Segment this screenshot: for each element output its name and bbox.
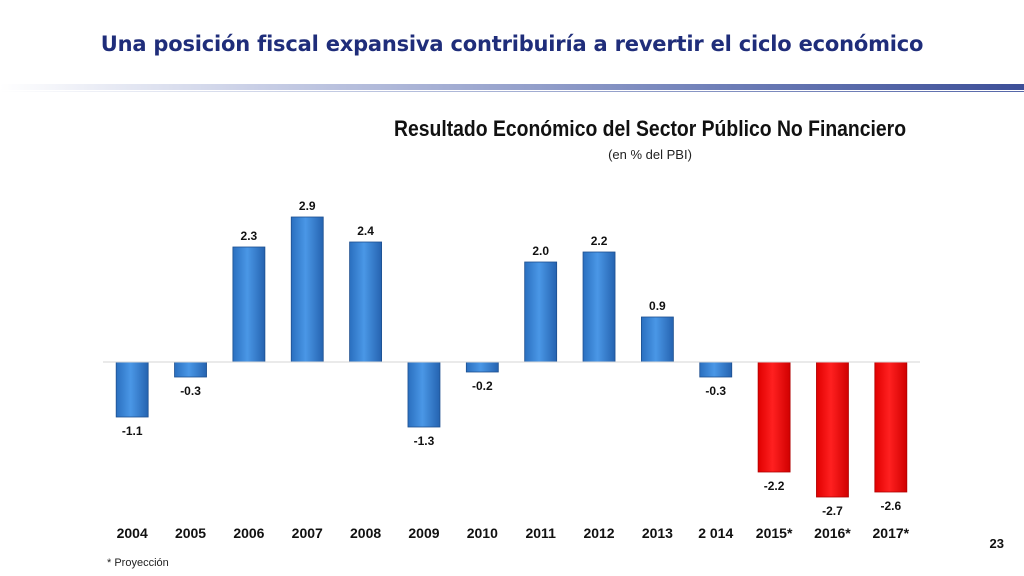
x-tick-label: 2008	[350, 525, 381, 541]
x-tick-label: 2005	[175, 525, 206, 541]
data-label: -2.6	[880, 499, 901, 513]
x-tick-label: 2004	[117, 525, 148, 541]
bar-2011	[524, 261, 558, 363]
chart-title: Resultado Económico del Sector Público N…	[393, 116, 907, 141]
x-tick-label: 2009	[408, 525, 439, 541]
footnote: * Proyección	[107, 557, 169, 569]
data-label: -2.2	[764, 479, 785, 493]
bar-2009	[407, 361, 441, 428]
data-label: 2.9	[299, 199, 316, 213]
data-label: -0.3	[180, 384, 201, 398]
bar-2016	[816, 361, 849, 498]
bar-2014	[699, 361, 733, 378]
bar-2008	[349, 241, 383, 363]
bar-2015	[757, 361, 791, 473]
data-label: -0.2	[472, 379, 493, 393]
data-label: 2.4	[357, 224, 374, 238]
x-tick-label: 2010	[467, 525, 498, 541]
data-label: 2.2	[591, 234, 608, 248]
data-label: -2.7	[822, 504, 843, 518]
x-tick-label: 2013	[642, 525, 673, 541]
title-divider	[0, 84, 1024, 90]
x-tick-label: 2016*	[814, 525, 851, 541]
x-tick-label: 2011	[525, 525, 556, 541]
data-label: 2.0	[532, 244, 549, 258]
bar-2007	[290, 216, 324, 363]
x-tick-label: 2012	[583, 525, 614, 541]
x-tick-label: 2017*	[873, 525, 910, 541]
x-tick-label: 2007	[292, 525, 323, 541]
page-number: 23	[989, 536, 1004, 551]
chart-subtitle: (en % del PBI)	[608, 147, 692, 162]
data-label: -1.3	[414, 434, 435, 448]
bar-2006	[232, 246, 266, 363]
x-tick-label: 2015*	[756, 525, 793, 541]
data-label: 2.3	[241, 229, 258, 243]
title-divider-thin	[0, 91, 1024, 92]
bar-2004	[115, 361, 149, 418]
x-tick-label: 2 014	[698, 525, 733, 541]
data-label: -1.1	[122, 424, 143, 438]
bar-2013	[640, 316, 674, 363]
bar-2017	[874, 361, 908, 493]
bar-2005	[174, 361, 207, 378]
data-label: -0.3	[705, 384, 726, 398]
x-tick-label: 2006	[233, 525, 264, 541]
bar-2012	[582, 251, 616, 363]
slide-title: Una posición fiscal expansiva contribuir…	[100, 32, 924, 56]
data-label: 0.9	[649, 299, 666, 313]
bar-2010	[465, 361, 499, 373]
